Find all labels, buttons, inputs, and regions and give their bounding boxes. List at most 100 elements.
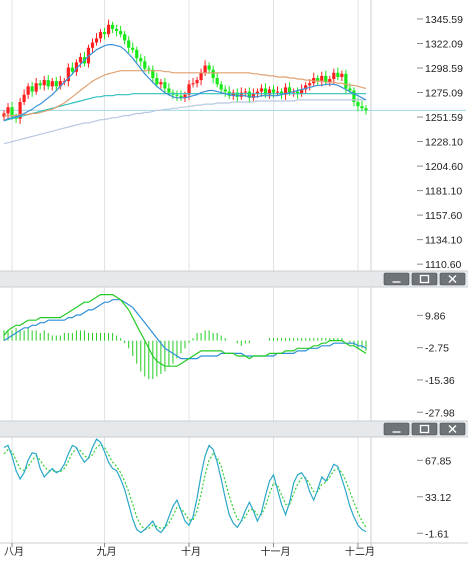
candlestick[interactable] <box>46 74 50 90</box>
candlestick[interactable] <box>131 42 135 53</box>
candlestick[interactable] <box>300 84 304 97</box>
candle-body <box>320 75 324 82</box>
candle-body <box>50 81 54 87</box>
candlestick[interactable] <box>42 75 46 91</box>
candlestick[interactable] <box>283 83 288 100</box>
candlestick[interactable] <box>227 86 231 99</box>
candlestick[interactable] <box>102 27 107 40</box>
candle-body <box>111 24 115 29</box>
candle-body <box>275 91 280 93</box>
candlestick[interactable] <box>106 19 111 38</box>
candlestick[interactable] <box>123 31 127 45</box>
candlestick[interactable] <box>66 63 70 87</box>
candlestick[interactable] <box>90 38 95 53</box>
price-panel[interactable] <box>0 19 466 145</box>
candlestick[interactable] <box>98 28 103 43</box>
candlestick[interactable] <box>54 76 58 92</box>
candle-body <box>267 89 272 95</box>
minimize-button[interactable] <box>383 272 410 286</box>
candle-body <box>123 34 127 41</box>
candlestick[interactable] <box>94 33 99 46</box>
candlestick[interactable] <box>139 54 143 67</box>
candlestick[interactable] <box>115 24 119 37</box>
candlestick[interactable] <box>58 75 62 90</box>
candlestick[interactable] <box>175 90 179 101</box>
restore-button[interactable] <box>411 422 438 436</box>
candlestick[interactable] <box>316 74 320 86</box>
candlestick[interactable] <box>336 67 340 81</box>
candle-body <box>143 61 147 69</box>
button-face <box>383 272 410 286</box>
candlestick[interactable] <box>191 78 195 88</box>
candlestick[interactable] <box>163 78 167 94</box>
candlestick[interactable] <box>219 81 223 94</box>
candlestick[interactable] <box>215 72 219 88</box>
candlestick[interactable] <box>275 86 280 96</box>
candlestick[interactable] <box>308 79 312 91</box>
candle-body <box>135 49 139 59</box>
candlestick[interactable] <box>207 62 211 74</box>
candlestick[interactable] <box>147 65 151 74</box>
candle-body <box>22 94 26 102</box>
candlestick[interactable] <box>211 65 215 84</box>
candle-body <box>324 75 328 83</box>
kdj-panel[interactable] <box>3 438 367 534</box>
candlestick[interactable] <box>38 80 42 90</box>
candlestick[interactable] <box>259 84 264 97</box>
candlestick[interactable] <box>247 87 251 104</box>
price-tick-label: 1251.59 <box>425 112 463 124</box>
candlestick[interactable] <box>30 82 34 97</box>
candlestick[interactable] <box>70 62 74 75</box>
candlestick[interactable] <box>34 78 38 95</box>
candlestick[interactable] <box>111 21 115 34</box>
candlestick[interactable] <box>22 89 26 106</box>
candlestick[interactable] <box>340 70 344 82</box>
candlestick[interactable] <box>151 65 155 84</box>
candlestick[interactable] <box>199 68 203 86</box>
candle-body <box>159 82 163 85</box>
macd-panel[interactable] <box>3 294 367 380</box>
candlestick[interactable] <box>360 100 364 112</box>
candlestick[interactable] <box>231 89 235 100</box>
minimize-button[interactable] <box>383 422 410 436</box>
candlestick[interactable] <box>267 86 272 99</box>
candlestick[interactable] <box>74 59 78 76</box>
candle-body <box>340 73 344 77</box>
candlestick[interactable] <box>135 46 139 63</box>
candlestick[interactable] <box>159 79 163 89</box>
candlestick[interactable] <box>324 70 328 86</box>
close-button[interactable] <box>439 272 466 286</box>
kdj-panel-titlebar <box>0 420 468 438</box>
candlestick[interactable] <box>312 72 316 87</box>
candle-body <box>102 32 107 35</box>
candlestick[interactable] <box>127 36 131 53</box>
candlestick[interactable] <box>50 78 54 91</box>
candlestick[interactable] <box>179 90 183 101</box>
candlestick[interactable] <box>18 97 22 124</box>
candlestick[interactable] <box>251 88 255 101</box>
month-tick-label: 十二月 <box>345 545 375 558</box>
candlestick[interactable] <box>352 87 356 107</box>
ma-slow-line <box>3 99 366 145</box>
close-icon <box>448 275 457 283</box>
candlestick[interactable] <box>26 83 30 99</box>
restore-button[interactable] <box>411 272 438 286</box>
candlestick[interactable] <box>364 105 368 115</box>
close-button[interactable] <box>439 422 466 436</box>
candle-body <box>155 78 159 85</box>
candlestick[interactable] <box>155 72 159 88</box>
candlestick[interactable] <box>203 60 207 76</box>
candlestick[interactable] <box>10 102 14 120</box>
candlestick[interactable] <box>195 76 199 88</box>
candle-body <box>58 81 62 87</box>
candlestick[interactable] <box>143 56 147 72</box>
candlestick[interactable] <box>223 85 227 97</box>
candlestick[interactable] <box>119 25 123 38</box>
restore-icon <box>419 424 430 434</box>
month-tick-label: 十月 <box>181 545 201 558</box>
candlestick[interactable] <box>6 103 10 119</box>
candlestick[interactable] <box>320 71 324 87</box>
macd-panel-titlebar <box>0 270 468 288</box>
candlestick[interactable] <box>292 88 296 97</box>
